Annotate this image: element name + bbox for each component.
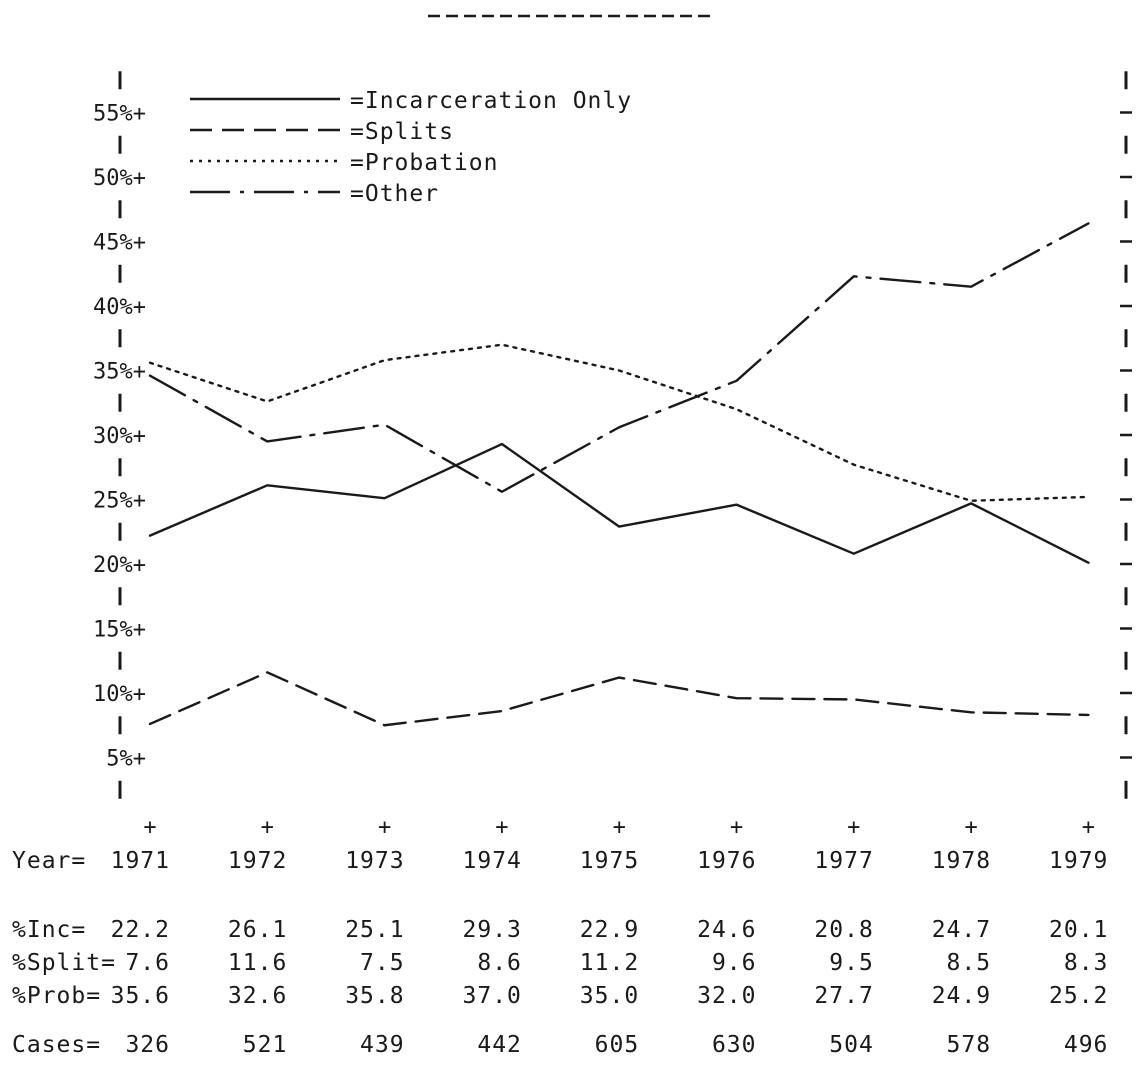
x-tick-label: 1971 <box>111 848 170 874</box>
y-tick-label: 25%+ <box>93 489 146 514</box>
y-tick-label: 10%+ <box>93 682 146 707</box>
data-label: 9.6 <box>712 950 757 976</box>
data-label: 11.2 <box>580 950 639 976</box>
data-label: 25.2 <box>1049 983 1108 1009</box>
plot-area <box>148 222 1090 727</box>
y-tick-label: 15%+ <box>93 618 146 643</box>
data-label: 35.0 <box>580 983 639 1009</box>
data-label: 7.5 <box>360 950 405 976</box>
data-label: 27.7 <box>814 983 873 1009</box>
cases-value: 504 <box>829 1032 874 1058</box>
y-tick-label: 40%+ <box>93 295 146 320</box>
x-axis-label: Year= <box>12 848 86 874</box>
cases-value: 442 <box>477 1032 522 1058</box>
x-tick-label: 1974 <box>463 848 522 874</box>
y-tick-label: 50%+ <box>93 166 146 191</box>
data-label: 25.1 <box>345 917 404 943</box>
series-line-dotted <box>148 343 1090 502</box>
data-label: 22.9 <box>580 917 639 943</box>
x-tick-label: 1978 <box>932 848 991 874</box>
y-tick-label: 5%+ <box>106 747 146 772</box>
cases-label: Cases= <box>12 1032 101 1058</box>
table-row-label: %Split= <box>12 950 116 976</box>
cases-value: 326 <box>125 1032 170 1058</box>
data-label: 32.6 <box>228 983 287 1009</box>
data-label: 26.1 <box>228 917 287 943</box>
legend-label: =Splits <box>350 119 454 145</box>
data-label: 24.7 <box>932 917 991 943</box>
x-tick-label: 1975 <box>580 848 639 874</box>
x-tick-mark: + <box>1082 815 1095 840</box>
x-tick-mark: + <box>730 815 743 840</box>
x-tick-mark: + <box>613 815 626 840</box>
x-tick-mark: + <box>143 815 156 840</box>
x-tick-label: 1973 <box>345 848 404 874</box>
data-label: 20.1 <box>1049 917 1108 943</box>
y-tick-label: 30%+ <box>93 424 146 449</box>
series-line-solid <box>148 442 1090 564</box>
x-tick-mark: + <box>964 815 977 840</box>
data-label: 24.6 <box>697 917 756 943</box>
x-tick-mark: + <box>261 815 274 840</box>
series-line-dash-dot <box>148 222 1090 493</box>
data-label: 7.6 <box>125 950 170 976</box>
data-label: 22.2 <box>111 917 170 943</box>
data-label: 35.6 <box>111 983 170 1009</box>
x-tick-label: 1979 <box>1049 848 1108 874</box>
data-label: 35.8 <box>345 983 404 1009</box>
y-tick-label: 20%+ <box>93 553 146 578</box>
cases-value: 605 <box>595 1032 640 1058</box>
y-tick-label: 35%+ <box>93 360 146 385</box>
cases-value: 578 <box>947 1032 992 1058</box>
cases-value: 439 <box>360 1032 405 1058</box>
data-label: 11.6 <box>228 950 287 976</box>
y-tick-label: 55%+ <box>93 102 146 127</box>
legend-label: =Probation <box>350 150 498 176</box>
legend-label: =Other <box>350 181 439 207</box>
x-tick-label: 1972 <box>228 848 287 874</box>
data-label: 37.0 <box>463 983 522 1009</box>
x-tick-mark: + <box>495 815 508 840</box>
data-label: 9.5 <box>829 950 874 976</box>
data-label: 8.3 <box>1064 950 1109 976</box>
y-tick-label: 45%+ <box>93 231 146 256</box>
axes: 5%+ 10%+ 15%+ 20%+ 25%+ 30%+ 35%+ 40%+ 45%+ 50%+ 5… <box>93 71 1132 840</box>
x-tick-mark: + <box>378 815 391 840</box>
x-tick-mark: + <box>847 815 860 840</box>
table-row-label: %Inc= <box>12 917 86 943</box>
data-label: 32.0 <box>697 983 756 1009</box>
data-label: 29.3 <box>463 917 522 943</box>
cases-value: 630 <box>712 1032 757 1058</box>
legend-label: =Incarceration Only <box>350 88 632 114</box>
cases-value: 496 <box>1064 1032 1109 1058</box>
x-tick-label: 1976 <box>697 848 756 874</box>
table-row-label: %Prob= <box>12 983 101 1009</box>
data-label: 24.9 <box>932 983 991 1009</box>
data-table: Year= 1971 1972 1973 1974 1975 1976 1977 1978 197… <box>12 848 1109 1058</box>
legend: =Incarceration Only =Splits =Probation =Oth… <box>190 88 632 207</box>
x-tick-label: 1977 <box>814 848 873 874</box>
data-label: 8.5 <box>947 950 992 976</box>
series-line-dashed <box>148 671 1090 727</box>
cases-value: 521 <box>243 1032 288 1058</box>
data-label: 8.6 <box>477 950 522 976</box>
data-label: 20.8 <box>814 917 873 943</box>
